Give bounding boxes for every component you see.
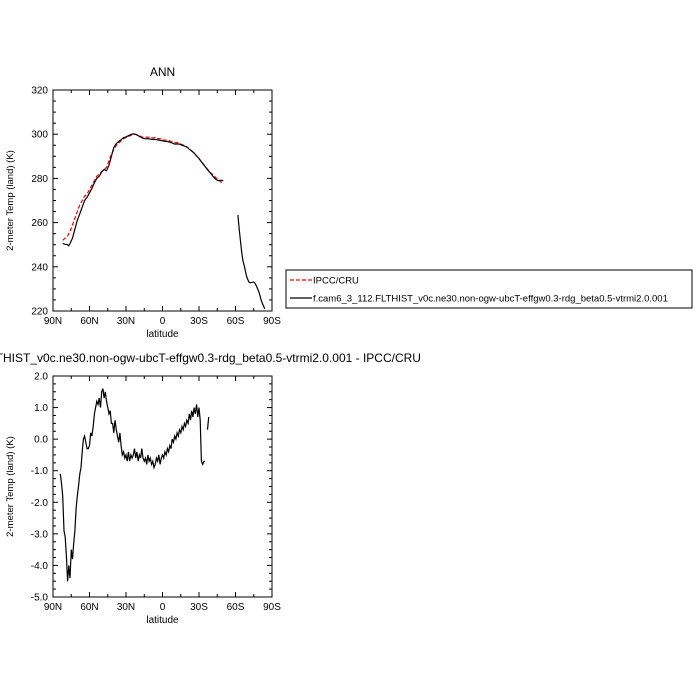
x-tick-label: 90N — [44, 602, 62, 613]
series-line-0 — [206, 416, 210, 430]
y-tick-label: 300 — [31, 130, 48, 141]
x-tick-label: 90S — [263, 316, 281, 327]
x-tick-label: 90S — [263, 602, 281, 613]
y-tick-label: -2.0 — [31, 498, 49, 509]
y-tick-label: -5.0 — [31, 593, 49, 604]
legend-entry: f.cam6_3_112.FLTHIST_v0c.ne30.non-ogw-ub… — [313, 294, 668, 305]
plot-frame — [52, 89, 273, 312]
x-tick-label: 30S — [190, 602, 208, 613]
y-tick-label: -1.0 — [31, 466, 49, 477]
y-axis-label: 2-meter Temp (land) (K) — [5, 436, 16, 537]
series-line-1 — [62, 133, 224, 247]
y-tick-label: 220 — [31, 307, 48, 318]
y-tick-label: -3.0 — [31, 529, 49, 540]
series-line-1 — [237, 214, 266, 310]
x-tick-label: 30N — [117, 316, 135, 327]
legend-box — [285, 269, 693, 309]
chart-title: ANN — [150, 65, 175, 79]
series-line-0 — [62, 133, 224, 241]
chart-title: f.cam6_3_112.FLTHIST_v0c.ne30.non-ogw-ub… — [0, 351, 421, 365]
x-tick-label: 60S — [227, 602, 245, 613]
x-tick-label: 60N — [80, 602, 98, 613]
y-tick-label: 2.0 — [34, 372, 48, 383]
y-tick-label: 0.0 — [34, 435, 48, 446]
series-line-0 — [59, 388, 206, 582]
x-tick-label: 60S — [227, 316, 245, 327]
chart-annual: 90N 60N 30N 0 30S 60S 90S 220 240 260 280 300 320 lat… — [5, 65, 693, 340]
plot-frame — [52, 375, 273, 598]
y-tick-label: 320 — [31, 86, 48, 97]
x-tick-label: 0 — [160, 602, 166, 613]
x-tick-label: 90N — [44, 316, 62, 327]
x-tick-label: 30S — [190, 316, 208, 327]
x-axis-label: latitude — [146, 329, 179, 340]
legend-entry: IPCC/CRU — [313, 276, 359, 287]
x-tick-label: 0 — [160, 316, 166, 327]
y-tick-label: 260 — [31, 218, 48, 229]
y-tick-label: 280 — [31, 174, 48, 185]
y-tick-label: -4.0 — [31, 561, 49, 572]
y-axis-label: 2-meter Temp (land) (K) — [5, 150, 16, 251]
x-axis-label: latitude — [146, 615, 179, 626]
y-tick-label: 240 — [31, 262, 48, 273]
x-tick-label: 60N — [80, 316, 98, 327]
chart-difference: 90N 60N 30N 0 30S 60S 90S -5.0 -4.0 -3.0 -2.0 -1.0 0… — [0, 351, 421, 626]
x-tick-label: 30N — [117, 602, 135, 613]
y-tick-label: 1.0 — [34, 403, 48, 414]
